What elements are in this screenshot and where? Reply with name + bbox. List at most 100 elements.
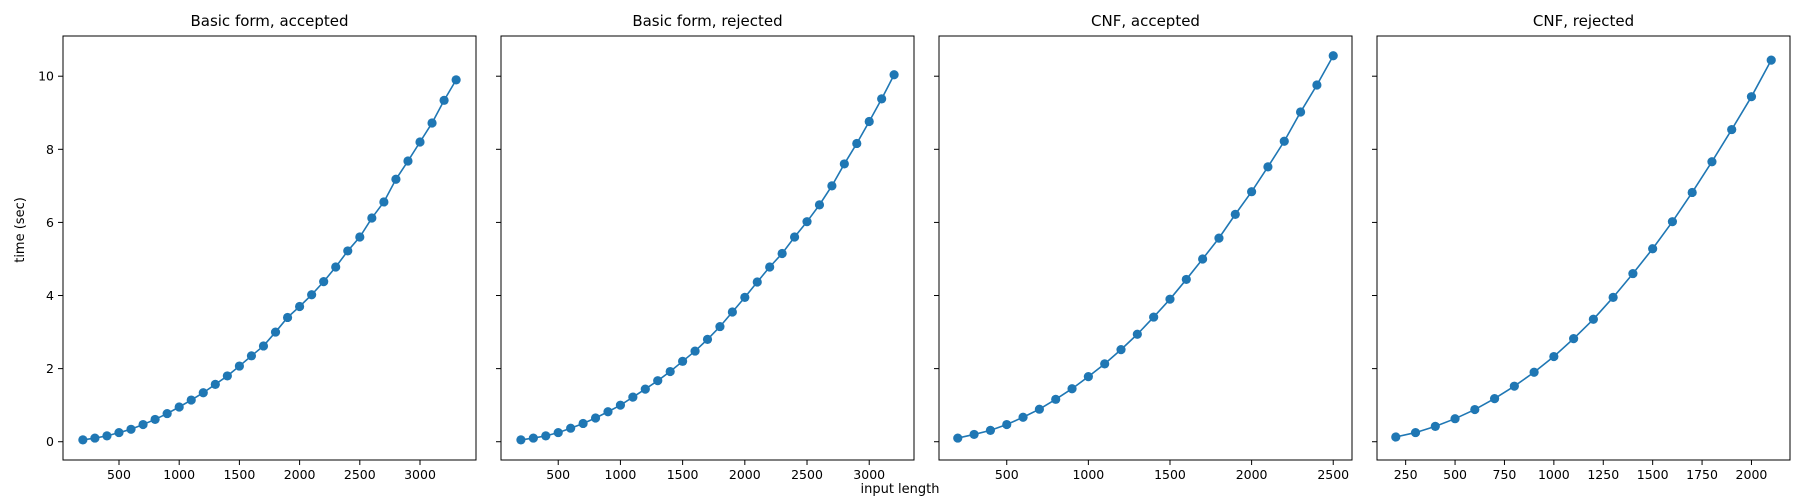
data-point [777,248,787,259]
data-point [307,290,317,300]
x-tick-label: 2500 [344,467,376,482]
data-point [541,431,551,441]
series-line [957,55,1334,439]
data-point [102,431,112,441]
data-point [969,429,979,440]
data-point [1628,268,1638,279]
x-tick-label: 1000 [163,467,195,482]
data-point [222,371,232,381]
x-tick-label: 250 [1394,467,1418,482]
data-point [802,217,812,227]
data-point [727,307,737,317]
data-point [653,376,663,386]
data-point [138,419,148,430]
chart-title: CNF, accepted [1091,12,1200,30]
x-tick-label: 1750 [1686,467,1718,482]
data-point [1247,187,1257,197]
data-point [451,75,461,85]
data-point [439,95,449,105]
data-point [1116,345,1126,355]
data-point [864,116,874,127]
data-point [827,181,837,191]
series-line [520,74,895,441]
data-point [553,427,563,438]
data-point [1549,351,1559,362]
data-point [1430,421,1440,431]
data-point [1450,414,1460,424]
data-point [1295,107,1306,117]
data-point [765,262,775,272]
data-point [528,433,538,443]
data-point [258,341,269,351]
data-point [889,70,899,80]
x-tick-label: 2500 [1317,467,1349,482]
chart-title: CNF, rejected [1533,12,1634,30]
x-tick-label: 2500 [791,467,823,482]
data-point [1198,254,1208,264]
y-tick-label: 8 [46,142,54,157]
data-point [1667,217,1678,227]
data-point [1051,394,1061,404]
data-point [690,346,700,356]
x-tick-label: 500 [546,467,570,482]
data-point [1648,244,1658,254]
data-point [702,334,713,344]
data-point [1018,412,1028,422]
x-tick-label: 500 [107,467,131,482]
data-point [953,433,963,443]
data-point [1509,381,1519,391]
data-point [1100,359,1110,369]
data-point [1727,124,1737,135]
data-point [367,213,377,223]
data-point [1569,334,1579,344]
data-point [114,427,124,438]
data-point [234,361,244,371]
x-tick-label: 500 [1443,467,1467,482]
data-point [186,395,196,405]
data-point [715,321,725,332]
chart-title: Basic form, accepted [190,12,348,30]
data-point [1263,162,1273,172]
data-point [603,407,613,417]
series-line [1395,59,1772,438]
data-point [270,327,281,337]
y-tick-label: 10 [38,69,54,84]
data-point [1312,80,1322,90]
data-point [210,379,220,389]
data-point [282,312,293,323]
data-point [752,277,762,287]
data-point [355,232,365,242]
axes-frame [62,35,477,461]
chart-title: Basic form, rejected [632,12,782,30]
data-point [1002,419,1012,430]
chart-panel-4: CNF, rejected 250 500 750 1000 1250 1500 1750 20… [1372,12,1791,482]
y-axis-label: time (sec) [13,197,28,263]
data-point [590,413,601,423]
data-point [1149,312,1159,322]
x-tick-label: 3000 [853,467,885,482]
data-point [1034,404,1044,414]
data-point [678,356,688,366]
axes-frame [500,35,915,461]
x-tick-label: 1250 [1587,467,1619,482]
data-point [839,159,849,169]
data-point [640,384,650,394]
data-point [198,388,208,398]
data-point [1391,432,1401,442]
data-point [1707,157,1717,167]
data-point [78,435,88,445]
data-point [1687,187,1697,198]
data-point [343,246,353,256]
data-point [1746,92,1757,102]
y-tick-label: 4 [46,288,54,303]
x-tick-label: 1000 [605,467,637,482]
x-tick-label: 1000 [1538,467,1570,482]
data-point [246,351,257,361]
data-point [1279,136,1289,146]
x-tick-label: 1000 [1072,467,1104,482]
chart-panel-1: Basic form, accepted 500 1000 1500 2000 2500 3… [38,12,477,482]
data-point [615,400,626,410]
y-tick-label: 6 [46,215,54,230]
